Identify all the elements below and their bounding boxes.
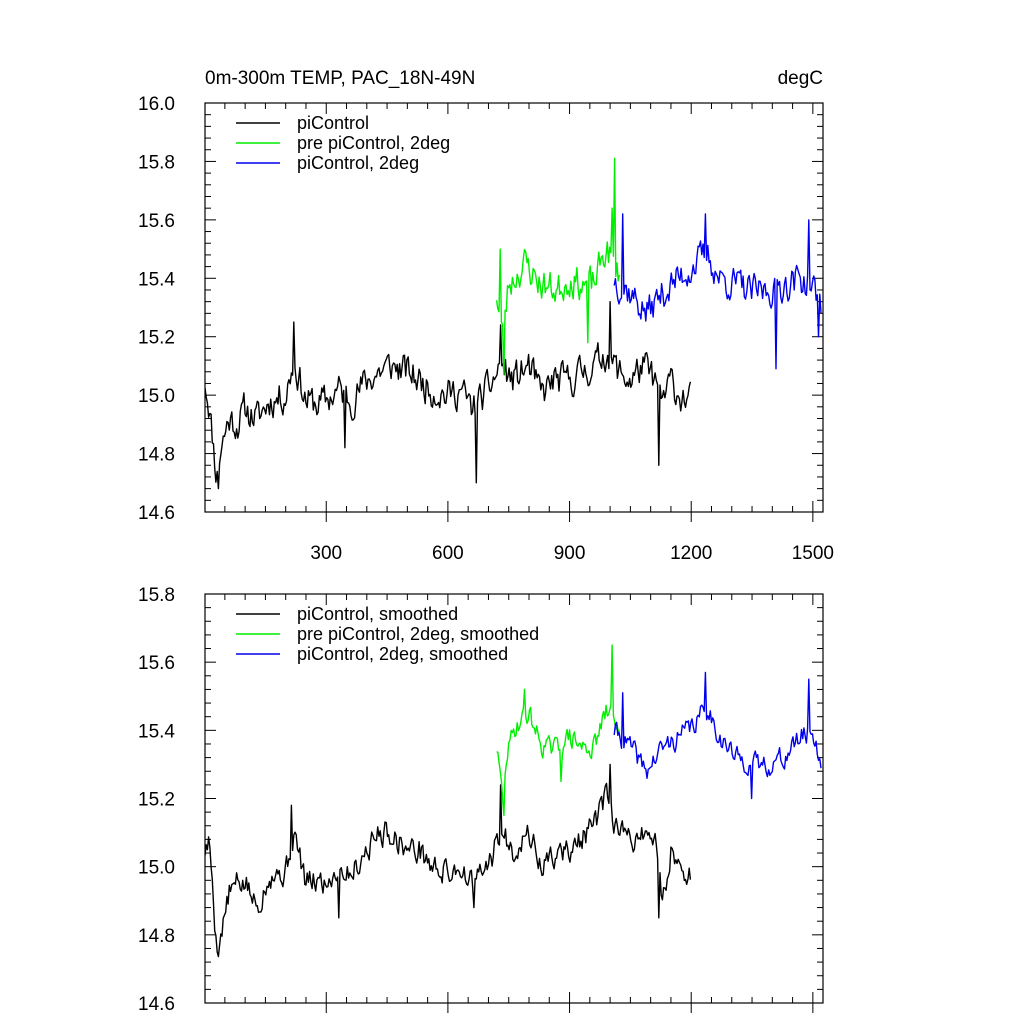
y-tick-label: 15.4 [138, 269, 175, 290]
x-tick-label: 600 [432, 543, 464, 564]
y-tick-label: 16.0 [138, 94, 175, 115]
legend-label-pre_picontrol_2deg: pre piControl, 2deg [297, 133, 450, 153]
x-tick-label: 1200 [670, 543, 712, 564]
y-tick-label: 14.6 [138, 994, 175, 1015]
panel-bottom: 14.6 14.8 15.0 15.2 15.4 15.6 15.8 piControl, s… [138, 585, 824, 1015]
series-line-picontrol [205, 763, 692, 958]
y-tick-label: 15.2 [138, 328, 175, 349]
units-label: degC [778, 68, 823, 89]
y-tick-label: 15.8 [138, 152, 175, 173]
legend-label-pre_picontrol_2deg: pre piControl, 2deg, smoothed [297, 624, 539, 644]
y-tick-label: 15.8 [138, 585, 175, 606]
legend-label-picontrol: piControl, smoothed [297, 604, 458, 624]
y-tick-label: 15.0 [138, 386, 175, 407]
legend-label-picontrol: piControl [297, 113, 369, 133]
y-tick-label: 14.8 [138, 445, 175, 466]
y-tick-label: 15.6 [138, 211, 175, 232]
series-line-pre_picontrol_2deg [496, 644, 620, 817]
plot-frame-top [204, 102, 824, 513]
y-tick-label: 15.2 [138, 790, 175, 811]
y-tick-label: 15.4 [138, 721, 175, 742]
x-tick-label: 300 [310, 543, 342, 564]
y-tick-label: 15.0 [138, 858, 175, 879]
legend-label-picontrol_2deg: piControl, 2deg [297, 153, 419, 173]
series-line-picontrol_2deg [613, 671, 822, 800]
series-line-picontrol_2deg [613, 213, 822, 370]
y-tick-label: 14.6 [138, 503, 175, 524]
y-tick-label: 15.6 [138, 653, 175, 674]
y-tick-label: 14.8 [138, 926, 175, 947]
legend-label-picontrol_2deg: piControl, 2deg, smoothed [297, 644, 508, 664]
x-tick-label: 900 [554, 543, 586, 564]
panel-top: 14.6 14.8 15.0 15.2 15.4 15.6 15.8 16.0 300 600 90… [138, 94, 834, 564]
chart-title: 0m-300m TEMP, PAC_18N-49N [205, 68, 475, 89]
series-line-pre_picontrol_2deg [495, 157, 621, 376]
series-line-picontrol [205, 301, 692, 490]
x-tick-label: 1500 [792, 543, 834, 564]
